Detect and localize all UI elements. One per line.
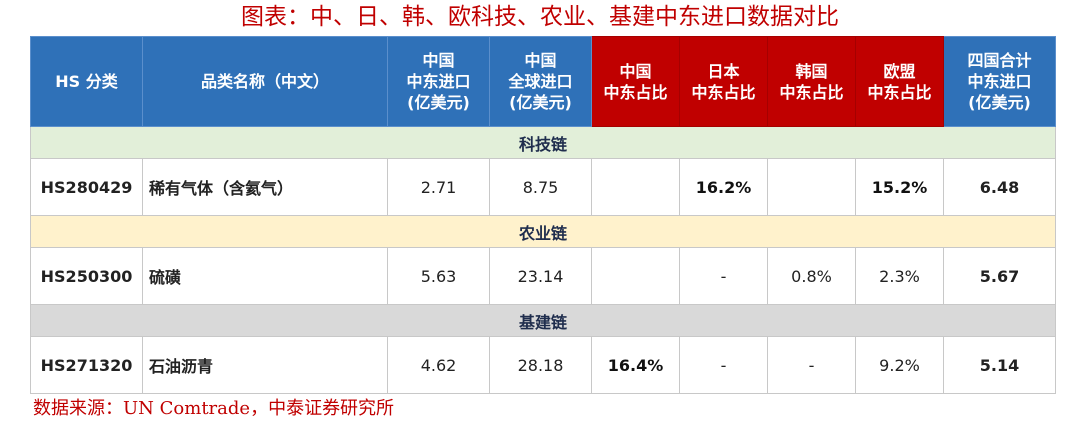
header-eu-share: 欧盟 中东占比 — [855, 36, 944, 127]
source-note: 数据来源：UN Comtrade，中泰证券研究所 — [33, 398, 395, 419]
kr-share-value: 24.5% — [767, 158, 856, 216]
table-row: HS271320 石油沥青 4.62 28.18 16.4% - - 9.2% … — [30, 336, 1056, 394]
cn-global-import-value: 23.14 — [489, 247, 592, 305]
total-value: 5.14 — [943, 336, 1056, 394]
cn-me-import-value: 4.62 — [387, 336, 490, 394]
header-total: 四国合计 中东进口 (亿美元) — [943, 36, 1056, 127]
hs-code: HS280429 — [30, 158, 143, 216]
eu-share-value: 15.2% — [855, 158, 944, 216]
hs-code: HS250300 — [30, 247, 143, 305]
header-kr-share: 韩国 中东占比 — [767, 36, 856, 127]
total-value: 5.67 — [943, 247, 1056, 305]
chart-title: 图表：中、日、韩、欧科技、农业、基建中东进口数据对比 — [241, 4, 839, 30]
cn-me-import-value: 5.63 — [387, 247, 490, 305]
section-label-agri: 农业链 — [30, 215, 1056, 248]
comparison-table: HS 分类 品类名称（中文） 中国 中东进口 (亿美元) 中国 全球进口 (亿美… — [30, 36, 1056, 394]
product-name: 硫磺 — [142, 247, 388, 305]
cn-share-value: 24.3% — [591, 247, 680, 305]
table-row: HS280429 稀有气体（含氦气） 2.71 8.75 31.0% 16.2%… — [30, 158, 1056, 216]
section-row-agri: 农业链 — [30, 215, 1056, 248]
jp-share-value: - — [679, 247, 768, 305]
product-name: 稀有气体（含氦气） — [142, 158, 388, 216]
kr-share-value: 0.8% — [767, 247, 856, 305]
eu-share-value: 9.2% — [855, 336, 944, 394]
eu-share-value: 2.3% — [855, 247, 944, 305]
cn-me-import-value: 2.71 — [387, 158, 490, 216]
section-label-infra: 基建链 — [30, 304, 1056, 337]
jp-share-value: - — [679, 336, 768, 394]
section-label-tech: 科技链 — [30, 126, 1056, 159]
kr-share-value: - — [767, 336, 856, 394]
hs-code: HS271320 — [30, 336, 143, 394]
cn-global-import-value: 8.75 — [489, 158, 592, 216]
header-row: HS 分类 品类名称（中文） 中国 中东进口 (亿美元) 中国 全球进口 (亿美… — [30, 36, 1056, 127]
header-hs: HS 分类 — [30, 36, 143, 127]
jp-share-value: 16.2% — [679, 158, 768, 216]
section-row-infra: 基建链 — [30, 304, 1056, 337]
header-name: 品类名称（中文） — [142, 36, 388, 127]
table-row: HS250300 硫磺 5.63 23.14 24.3% - 0.8% 2.3%… — [30, 247, 1056, 305]
cn-share-value: 16.4% — [591, 336, 680, 394]
header-jp-share: 日本 中东占比 — [679, 36, 768, 127]
cn-share-value: 31.0% — [591, 158, 680, 216]
header-cn-share: 中国 中东占比 — [591, 36, 680, 127]
header-cn-me-import: 中国 中东进口 (亿美元) — [387, 36, 490, 127]
total-value: 6.48 — [943, 158, 1056, 216]
section-row-tech: 科技链 — [30, 126, 1056, 159]
product-name: 石油沥青 — [142, 336, 388, 394]
cn-global-import-value: 28.18 — [489, 336, 592, 394]
header-cn-global-import: 中国 全球进口 (亿美元) — [489, 36, 592, 127]
